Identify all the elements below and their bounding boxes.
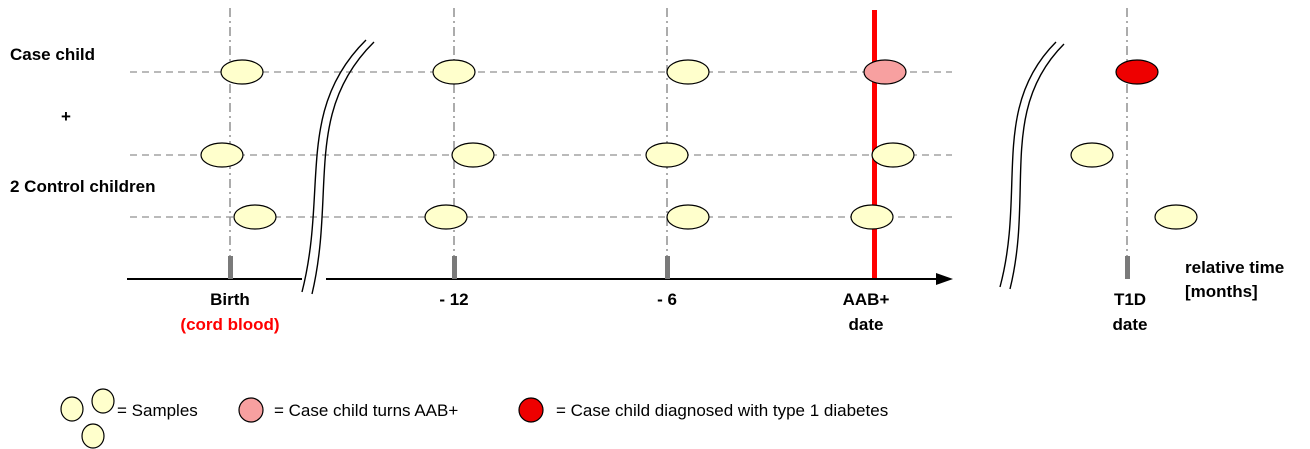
case-child-samples — [220, 59, 1159, 85]
tick-birth — [228, 256, 233, 279]
legend-samples-text: = Samples — [117, 401, 198, 420]
t1d-date-label-line1: T1D — [1114, 290, 1146, 309]
sample-ellipse — [850, 204, 894, 230]
case-child-label: Case child — [10, 45, 95, 64]
cord-blood-label: (cord blood) — [180, 315, 279, 334]
control-children-label: 2 Control children — [10, 177, 155, 196]
subject-rows — [130, 71, 952, 218]
control-2-samples — [233, 204, 1198, 230]
control-1-samples — [200, 142, 1114, 168]
minus12-label: - 12 — [439, 290, 468, 309]
axis-unit-line2: [months] — [1185, 282, 1258, 301]
tick-minus6 — [665, 256, 670, 279]
tick-t1d — [1125, 256, 1130, 279]
legend-aab-text: = Case child turns AAB+ — [274, 401, 458, 420]
sample-ellipse — [645, 142, 689, 168]
tick-minus12 — [452, 256, 457, 279]
axis-break-right — [999, 41, 1065, 290]
aab-positive-sample — [863, 59, 907, 85]
aab-date-label-line2: date — [849, 315, 884, 334]
sample-ellipse — [220, 59, 264, 85]
sample-ellipse — [451, 142, 495, 168]
t1d-date-label-line2: date — [1113, 315, 1148, 334]
axis-unit-line1: relative time — [1185, 258, 1284, 277]
sample-ellipse — [432, 59, 476, 85]
sample-ellipse — [871, 142, 915, 168]
plus-label: + — [61, 107, 71, 126]
sample-ellipse — [60, 396, 84, 422]
t1d-diagnosis-sample — [1115, 59, 1159, 85]
sample-ellipse — [91, 388, 115, 414]
legend: = Samples = Case child turns AAB+ = Case… — [60, 388, 888, 449]
legend-t1d-icon — [518, 397, 544, 423]
sample-ellipse — [200, 142, 244, 168]
sample-ellipse — [81, 423, 105, 449]
timepoint-guides — [229, 8, 1128, 258]
time-axis — [127, 256, 1130, 285]
legend-t1d-text: = Case child diagnosed with type 1 diabe… — [556, 401, 888, 420]
birth-label: Birth — [210, 290, 250, 309]
sample-ellipse — [424, 204, 468, 230]
minus6-label: - 6 — [657, 290, 677, 309]
aab-date-label-line1: AAB+ — [843, 290, 890, 309]
sample-ellipse — [666, 59, 710, 85]
sample-ellipse — [233, 204, 277, 230]
sample-ellipse — [666, 204, 710, 230]
aab-date-line — [872, 10, 877, 280]
legend-aab-icon — [238, 397, 264, 423]
sample-ellipse — [1070, 142, 1114, 168]
axis-break-left — [301, 39, 375, 295]
legend-samples-icon — [60, 388, 115, 449]
sample-ellipse — [1154, 204, 1198, 230]
axis-arrow-head — [936, 273, 953, 285]
